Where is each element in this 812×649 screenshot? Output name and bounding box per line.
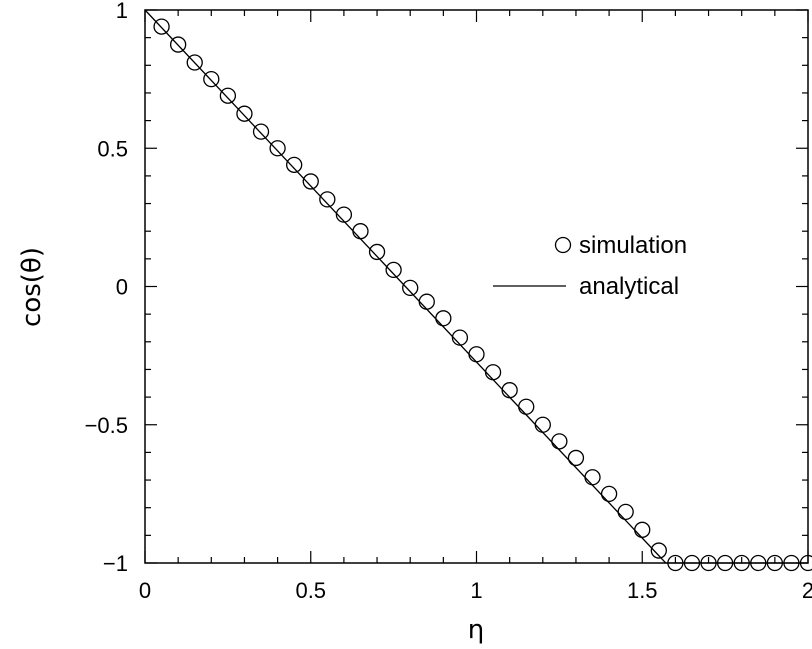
simulation-point (436, 311, 451, 326)
legend-analytical-label: analytical (579, 273, 679, 300)
analytical-line (145, 10, 808, 563)
simulation-point (602, 486, 617, 501)
y-tick-label: −1 (103, 551, 128, 576)
y-tick-label: 1 (116, 0, 128, 23)
simulation-point (237, 106, 252, 121)
legend-simulation-label: simulation (579, 232, 687, 259)
simulation-point (336, 207, 351, 222)
x-tick-labels: 0 0.5 1 1.5 2 (139, 578, 812, 603)
x-tick-label: 2 (802, 578, 812, 603)
simulation-point (486, 365, 501, 380)
axis-ticks (145, 10, 808, 563)
simulation-point (469, 347, 484, 362)
simulation-point (568, 450, 583, 465)
simulation-point (519, 399, 534, 414)
y-tick-labels: −1 −0.5 0 0.5 1 (85, 0, 128, 576)
legend-simulation-marker (556, 238, 571, 253)
x-tick-label: 1.5 (627, 578, 658, 603)
analytical-series (145, 10, 808, 563)
simulation-point (535, 417, 550, 432)
simulation-point (320, 192, 335, 207)
simulation-point (452, 330, 467, 345)
simulation-series (154, 19, 812, 570)
simulation-point (502, 383, 517, 398)
x-axis-title: η (468, 615, 484, 645)
simulation-point (635, 522, 650, 537)
y-tick-label: 0.5 (97, 136, 128, 161)
legend: simulation analytical (493, 232, 687, 300)
simulation-point (585, 470, 600, 485)
simulation-point (618, 504, 633, 519)
simulation-point (403, 280, 418, 295)
plot-frame (145, 10, 808, 563)
simulation-point (419, 294, 434, 309)
simulation-point (254, 124, 269, 139)
simulation-point (353, 224, 368, 239)
y-tick-label: 0 (116, 275, 128, 300)
simulation-point (220, 88, 235, 103)
y-axis-title: cos(θ) (17, 247, 47, 327)
simulation-point (552, 434, 567, 449)
x-tick-label: 0.5 (295, 578, 326, 603)
simulation-point (270, 141, 285, 156)
simulation-point (204, 72, 219, 87)
x-tick-label: 0 (139, 578, 151, 603)
simulation-point (287, 157, 302, 172)
simulation-point (154, 19, 169, 34)
y-tick-label: −0.5 (85, 413, 128, 438)
x-tick-label: 1 (470, 578, 482, 603)
simulation-point (386, 262, 401, 277)
